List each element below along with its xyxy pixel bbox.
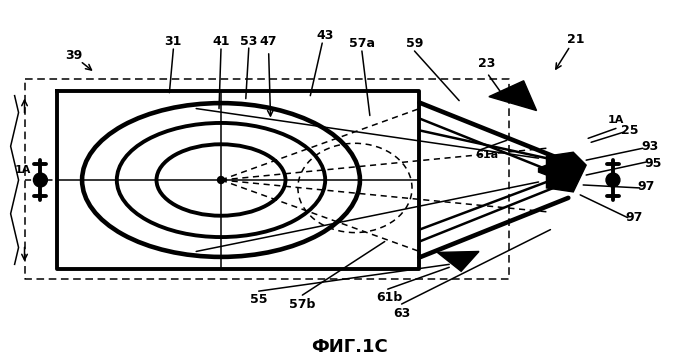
- Text: 95: 95: [644, 157, 661, 170]
- Polygon shape: [547, 152, 586, 192]
- Polygon shape: [438, 252, 479, 271]
- Text: 53: 53: [240, 35, 257, 48]
- Text: 39: 39: [66, 49, 82, 62]
- Text: 61b: 61b: [377, 291, 403, 304]
- Text: 43: 43: [317, 29, 334, 42]
- Text: 97: 97: [637, 180, 654, 193]
- Text: 59: 59: [406, 36, 423, 49]
- Text: 61a: 61a: [475, 150, 498, 160]
- Text: 31: 31: [165, 35, 182, 48]
- Text: 41: 41: [212, 35, 230, 48]
- Text: 47: 47: [260, 35, 278, 48]
- Text: 1A: 1A: [15, 165, 31, 175]
- Text: ФИГ.1С: ФИГ.1С: [312, 338, 389, 356]
- Text: 57a: 57a: [349, 36, 375, 49]
- Text: 23: 23: [478, 57, 496, 70]
- Polygon shape: [489, 81, 537, 110]
- Circle shape: [34, 173, 48, 187]
- Polygon shape: [538, 165, 547, 175]
- Text: 97: 97: [625, 211, 642, 224]
- Circle shape: [217, 177, 224, 183]
- Text: 55: 55: [250, 292, 268, 305]
- Text: 21: 21: [568, 32, 585, 45]
- Text: 63: 63: [393, 308, 410, 321]
- Text: 93: 93: [641, 140, 658, 153]
- Text: 57b: 57b: [289, 297, 315, 310]
- Text: 1A: 1A: [607, 116, 624, 126]
- Circle shape: [606, 173, 620, 187]
- Text: 25: 25: [621, 124, 639, 137]
